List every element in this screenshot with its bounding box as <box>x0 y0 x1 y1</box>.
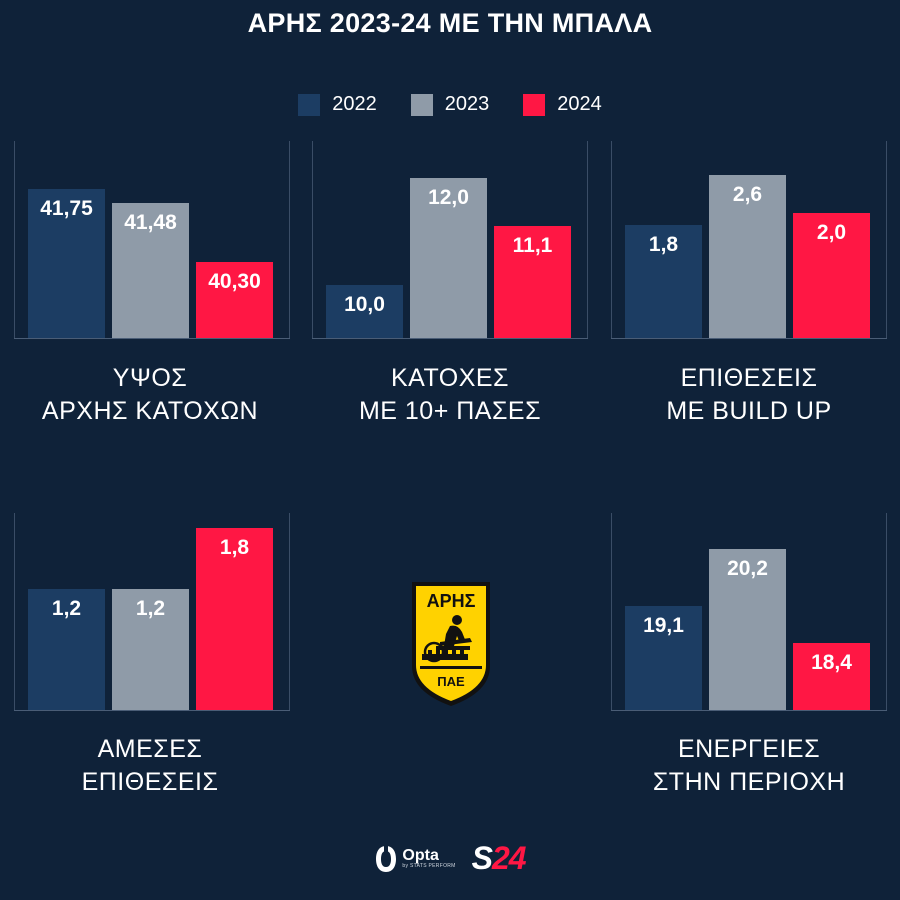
panel-title-line-2: ΑΡΧΗΣ ΚΑΤΟΧΩΝ <box>41 397 259 425</box>
legend-label-2023: 2023 <box>444 93 490 115</box>
footer-branding: Opta by STATS PERFORM S24 <box>0 840 900 877</box>
x-axis <box>14 338 290 339</box>
data-label-2023: 20,2 <box>727 557 768 581</box>
panel-title-line-2: ΜΕ 10+ ΠΑΣΕΣ <box>358 397 542 425</box>
crest-shield-icon <box>423 641 445 663</box>
axis-right <box>289 141 290 339</box>
crest-meander-icon <box>422 650 468 660</box>
chart-panel-possession-height: 41,75 41,48 40,30 <box>14 141 290 339</box>
opta-logo: Opta by STATS PERFORM <box>374 843 456 874</box>
legend-swatch-2022 <box>298 93 321 116</box>
crest-divider <box>420 666 482 669</box>
crest-figure-icon <box>436 615 472 650</box>
legend-swatch-2024 <box>523 93 546 116</box>
crest-bottom-text: ΠΑΕ <box>437 674 465 689</box>
opta-name: Opta <box>402 846 439 864</box>
bar-2022: 1,8 <box>625 225 702 338</box>
bar-2024: 1,8 <box>196 528 273 710</box>
axis-right <box>587 141 588 339</box>
panel-title-box-actions: ΕΝΕΡΓΕΙΕΣ ΣΤΗΝ ΠΕΡΙΟΧΗ <box>599 733 899 799</box>
crest-top-text: ΑΡΗΣ <box>427 591 476 611</box>
chart-panel-possessions-10-passes: 10,0 12,0 11,1 <box>312 141 588 339</box>
bar-2022: 19,1 <box>625 606 702 710</box>
legend-item-2023: 2023 <box>410 93 490 116</box>
panel-title-build-up-attacks: ΕΠΙΘΕΣΕΙΣ ΜΕ BUILD UP <box>599 362 899 428</box>
s24-24: 24 <box>491 840 527 876</box>
axis-left <box>611 513 612 711</box>
chart-panel-box-actions: 19,1 20,2 18,4 <box>611 513 887 711</box>
chart-panel-direct-attacks: 1,2 1,2 1,8 <box>14 513 290 711</box>
axis-left <box>14 513 15 711</box>
data-label-2023: 41,48 <box>124 210 177 234</box>
panel-title-line-1: ΕΠΙΘΕΣΕΙΣ <box>680 364 818 392</box>
panel-title-line-1: ΥΨΟΣ <box>112 364 188 392</box>
x-axis <box>14 710 290 711</box>
panel-title-possessions-10-passes: ΚΑΤΟΧΕΣ ΜΕ 10+ ΠΑΣΕΣ <box>300 362 600 428</box>
axis-left <box>312 141 313 339</box>
bar-2024: 2,0 <box>793 212 870 338</box>
axis-right <box>289 513 290 711</box>
s24-logo: S24 <box>471 840 527 877</box>
panel-title-line-2: ΕΠΙΘΕΣΕΙΣ <box>81 768 219 796</box>
axis-left <box>611 141 612 339</box>
bar-2023: 1,2 <box>112 588 189 710</box>
opta-sub: by STATS PERFORM <box>402 862 456 869</box>
panel-title-line-1: ΚΑΤΟΧΕΣ <box>390 364 510 392</box>
bar-2023: 41,48 <box>112 202 189 338</box>
opta-mark-icon <box>376 843 397 872</box>
bar-2024: 11,1 <box>494 226 571 338</box>
axis-left <box>14 141 15 339</box>
panel-title-possession-height: ΥΨΟΣ ΑΡΧΗΣ ΚΑΤΟΧΩΝ <box>0 362 300 428</box>
data-label-2024: 2,0 <box>816 220 847 244</box>
panel-title-line-2: ΣΤΗΝ ΠΕΡΙΟΧΗ <box>652 768 846 796</box>
chart-panel-build-up-attacks: 1,8 2,6 2,0 <box>611 141 887 339</box>
chart-title: ΑΡΗΣ 2023-24 ΜΕ ΤΗΝ ΜΠΑΛΑ <box>247 8 653 38</box>
data-label-2024: 1,8 <box>219 536 250 560</box>
legend-swatch-2023 <box>410 93 433 116</box>
bar-2023: 2,6 <box>709 175 786 338</box>
bar-2024: 40,30 <box>196 262 273 338</box>
data-label-2022: 41,75 <box>40 197 93 220</box>
axis-right <box>886 141 887 339</box>
legend-item-2024: 2024 <box>523 93 602 116</box>
bar-2022: 41,75 <box>28 189 105 338</box>
data-label-2024: 40,30 <box>208 270 261 294</box>
data-label-2023: 12,0 <box>428 186 469 210</box>
bar-2024: 18,4 <box>793 642 870 710</box>
data-label-2022: 19,1 <box>643 614 684 638</box>
legend-item-2022: 2022 <box>298 93 377 116</box>
axis-right <box>886 513 887 711</box>
bar-2022: 10,0 <box>326 284 403 338</box>
bar-2023: 20,2 <box>709 549 786 710</box>
x-axis <box>611 338 887 339</box>
x-axis <box>611 710 887 711</box>
data-label-2024: 11,1 <box>512 234 553 258</box>
aris-crest-logo: ΑΡΗΣ ΠΑΕ <box>412 582 490 706</box>
legend-label-2024: 2024 <box>557 93 602 115</box>
data-label-2024: 18,4 <box>811 650 852 674</box>
data-label-2023: 1,2 <box>135 596 166 620</box>
legend-label-2022: 2022 <box>332 93 377 115</box>
x-axis <box>312 338 588 339</box>
legend: 2022 2023 2024 <box>0 93 900 116</box>
panel-title-line-2: ΜΕ BUILD UP <box>666 397 832 425</box>
data-label-2022: 10,0 <box>344 292 385 316</box>
data-label-2023: 2,6 <box>732 183 763 207</box>
bar-2023: 12,0 <box>410 178 487 338</box>
panel-title-direct-attacks: ΑΜΕΣΕΣ ΕΠΙΘΕΣΕΙΣ <box>0 733 300 799</box>
panel-title-line-1: ΕΝΕΡΓΕΙΕΣ <box>677 735 821 763</box>
panel-title-line-1: ΑΜΕΣΕΣ <box>97 735 203 763</box>
data-label-2022: 1,8 <box>648 233 679 257</box>
data-label-2022: 1,2 <box>51 596 82 620</box>
s24-s: S <box>471 840 493 876</box>
bar-2022: 1,2 <box>28 588 105 710</box>
